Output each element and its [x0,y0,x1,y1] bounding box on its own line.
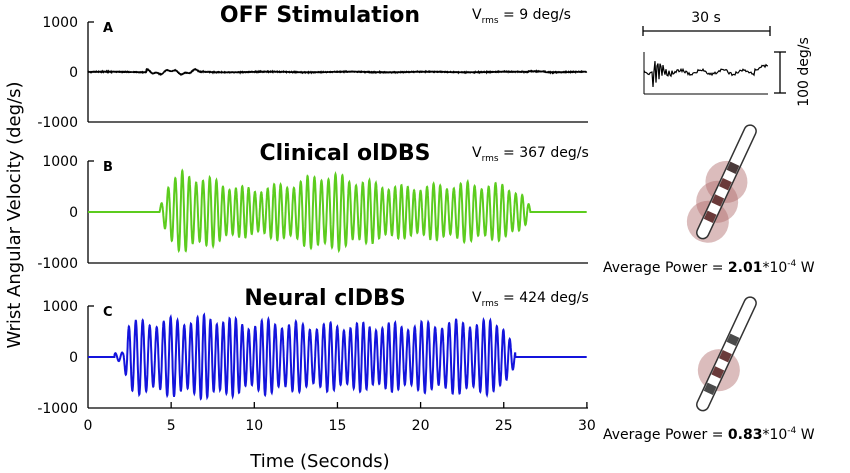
y-tick-label: -1000 [37,115,78,131]
inset-trace: 30 s 100 deg/s [642,10,812,107]
average-power-neural: Average Power = 0.83*10-4 W [603,426,815,443]
series-line-b [88,168,587,254]
average-power-clinical: Average Power = 2.01*10-4 W [603,259,815,276]
panel-b: 1000 0 -1000 B Clinical olDBS Vrms = 367 deg/… [37,141,588,272]
y-tick-label: 1000 [42,15,78,31]
y-tick-label: 0 [69,205,78,221]
y-axis-label: Wrist Angular Velocity (deg/s) [4,81,25,348]
panel-c: 1000 0 -1000 C Neural clDBS Vrms = 424 deg/s [37,286,588,417]
y-tick-label: 0 [69,65,78,81]
series-line-c [88,312,587,401]
vrms-label: Vrms = 367 deg/s [472,145,589,164]
series-line-a [87,67,588,77]
vrms-label: Vrms = 424 deg/s [472,290,589,309]
panel-letter: C [103,305,113,320]
inset-time-scale: 30 s [691,10,721,26]
x-tick-label: 5 [167,418,176,434]
inset-series-line [643,61,768,88]
y-tick-label: -1000 [37,401,78,417]
y-tick-label: 0 [69,350,78,366]
x-tick-label: 0 [84,418,93,434]
x-tick-label: 25 [495,418,513,434]
x-tick-label: 10 [245,418,263,434]
panel-a: 1000 0 -1000 A OFF Stimulation Vrms = 9 deg/s [37,3,588,131]
panel-letter: B [103,160,113,175]
y-tick-label: -1000 [37,256,78,272]
x-tick-label: 20 [412,418,430,434]
electrode-clinical-image [686,124,757,243]
panel-letter: A [103,21,113,36]
y-tick-label: 1000 [42,154,78,170]
y-tick-label: 1000 [42,299,78,315]
x-tick-label: 30 [578,418,596,434]
vrms-label: Vrms = 9 deg/s [472,7,571,26]
x-axis-label: Time (Seconds) [249,451,389,472]
panel-title: Clinical olDBS [259,141,430,166]
x-tick-label: 15 [329,418,347,434]
panel-title: OFF Stimulation [220,3,420,28]
inset-amp-scale: 100 deg/s [796,37,812,107]
electrode-neural-image [696,296,757,412]
panel-title: Neural clDBS [244,286,405,311]
